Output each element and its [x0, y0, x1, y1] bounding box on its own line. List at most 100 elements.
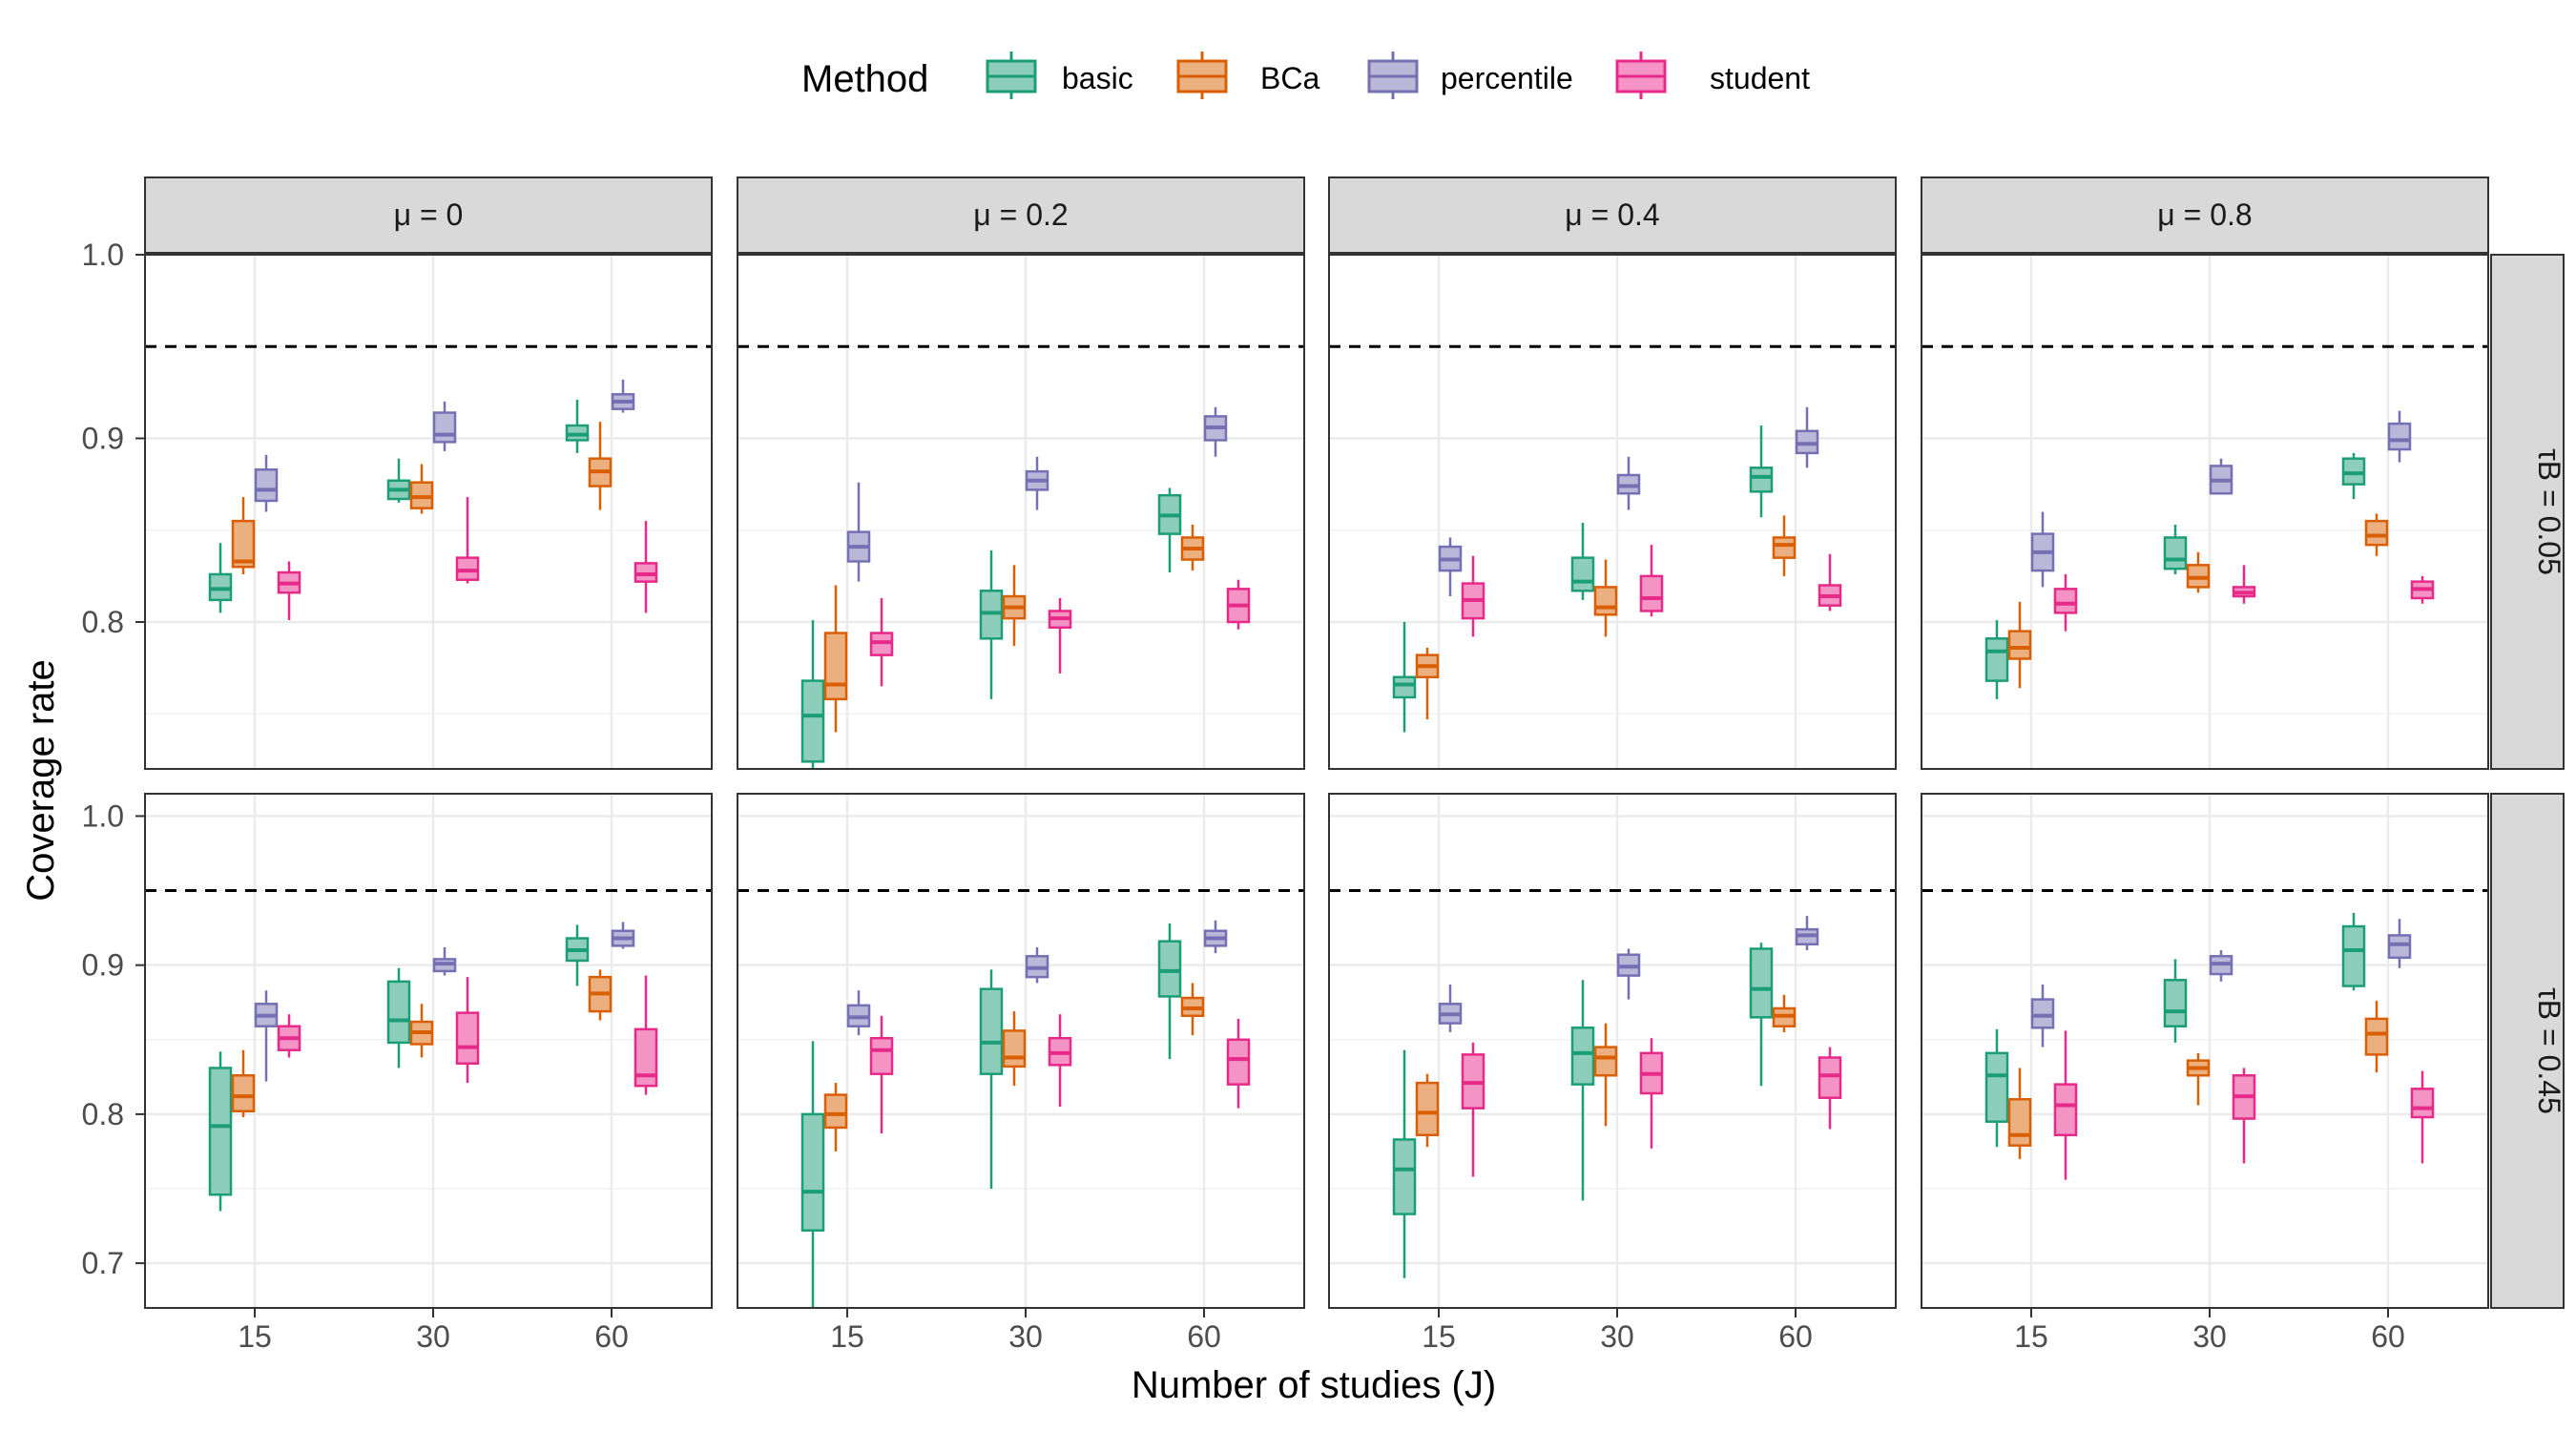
box-basic-30: [386, 967, 411, 1068]
y-tick-label: 1.0: [82, 238, 124, 272]
box-percentile-60: [1795, 406, 1819, 468]
box-percentile-15: [254, 454, 279, 512]
legend-label: basic: [1062, 61, 1133, 95]
box-percentile-60: [1203, 406, 1228, 457]
x-tick-label: 15: [1422, 1319, 1456, 1354]
box-body: [1570, 1027, 1595, 1086]
box-basic-60: [2341, 452, 2366, 500]
box-bca-15: [2007, 1068, 2032, 1159]
box-percentile-15: [254, 990, 279, 1082]
box-basic-15: [800, 1041, 825, 1308]
x-tick-label: 60: [594, 1319, 629, 1354]
box-basic-30: [2163, 524, 2188, 574]
panel-border: [1921, 254, 2489, 770]
box-body: [2163, 536, 2188, 570]
box-bca-30: [1593, 1023, 1618, 1127]
row-strip-box: [2490, 793, 2565, 1309]
box-bca-30: [2186, 551, 2211, 593]
box-body: [2364, 1017, 2389, 1056]
box-body: [1984, 1051, 2009, 1123]
x-tick-label: 15: [238, 1319, 272, 1354]
x-tick-label: 60: [1778, 1319, 1813, 1354]
panel-border: [144, 254, 713, 770]
box-percentile-30: [432, 946, 457, 976]
y-tick-label: 1.0: [82, 798, 124, 833]
box-percentile-15: [1438, 984, 1463, 1032]
box-bca-30: [1593, 559, 1618, 637]
box-basic-15: [1984, 1028, 2009, 1148]
box-percentile-60: [2387, 919, 2412, 968]
box-bca-30: [2186, 1052, 2211, 1106]
box-basic-30: [1570, 980, 1595, 1201]
legend-label: percentile: [1441, 61, 1573, 95]
panel-border: [737, 793, 1305, 1309]
y-tick-label: 0.8: [82, 605, 124, 639]
row-strip-label: τB = 0.45: [2532, 987, 2566, 1114]
box-bca-30: [409, 464, 434, 514]
col-strip-box: [1328, 176, 1897, 254]
panel-border: [1328, 254, 1897, 770]
box-body: [2387, 422, 2412, 451]
box-bca-30: [1002, 1011, 1027, 1087]
box-body: [1749, 467, 1774, 493]
box-percentile-15: [1438, 537, 1463, 597]
box-basic-15: [1984, 620, 2009, 699]
facet-panels: [144, 253, 2489, 1309]
box-basic-60: [1749, 943, 1774, 1087]
box-body: [869, 1036, 894, 1075]
y-tick-label: 0.9: [82, 422, 124, 456]
box-bca-15: [1415, 647, 1440, 720]
box-percentile-30: [1616, 456, 1641, 510]
x-tick-label: 30: [1008, 1319, 1043, 1354]
box-student-15: [1461, 1042, 1485, 1177]
row-strip-0: τB = 0.05: [2490, 254, 2566, 770]
box-student-15: [2053, 573, 2078, 632]
box-student-60: [2410, 1070, 2435, 1164]
box-student-30: [1048, 597, 1072, 674]
box-basic-60: [1749, 425, 1774, 518]
box-bca-15: [2007, 601, 2032, 689]
box-bca-15: [231, 1049, 256, 1118]
box-body: [2007, 630, 2032, 660]
box-student-60: [1818, 1047, 1842, 1130]
box-body: [1002, 1029, 1027, 1068]
x-tick-label: 30: [416, 1319, 450, 1354]
panel-border: [737, 254, 1305, 770]
box-student-60: [2410, 575, 2435, 604]
x-tick-label: 60: [1187, 1319, 1221, 1354]
panel-r0-c1: [737, 253, 1305, 770]
box-percentile-30: [432, 402, 457, 451]
box-body: [432, 411, 457, 444]
box-body: [1639, 574, 1664, 612]
box-body: [2030, 998, 2055, 1029]
box-body: [1818, 1056, 1842, 1099]
box-bca-15: [1415, 1073, 1440, 1148]
box-bca-15: [823, 585, 848, 733]
box-body: [254, 467, 279, 503]
box-bca-60: [588, 422, 613, 510]
box-percentile-30: [1616, 948, 1641, 1000]
box-bca-60: [2364, 513, 2389, 556]
box-body: [1593, 586, 1618, 616]
box-basic-15: [208, 543, 233, 613]
box-body: [231, 1074, 256, 1113]
panel-border: [1921, 793, 2489, 1309]
col-strip-3: μ = 0.8: [1921, 176, 2489, 254]
box-percentile-15: [846, 482, 871, 582]
box-body: [2364, 519, 2389, 547]
box-percentile-60: [1795, 916, 1819, 951]
box-body: [208, 1067, 233, 1196]
box-student-30: [1048, 1014, 1072, 1108]
box-student-60: [634, 975, 658, 1095]
x-tick-label: 15: [2014, 1319, 2048, 1354]
box-basic-30: [1570, 523, 1595, 600]
box-percentile-60: [611, 379, 635, 413]
box-basic-30: [2163, 959, 2188, 1043]
box-basic-60: [565, 400, 590, 453]
panel-r0-c2: [1328, 253, 1897, 770]
legend-title: Method: [801, 58, 928, 100]
box-body: [386, 980, 411, 1045]
box-bca-30: [1002, 565, 1027, 647]
box-student-30: [455, 977, 480, 1084]
